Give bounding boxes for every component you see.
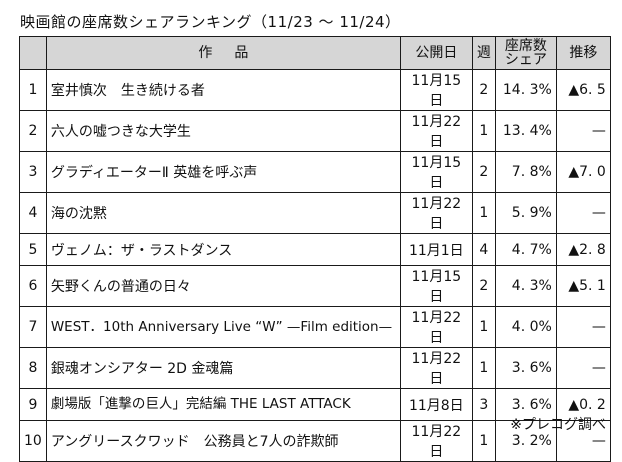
release-cell: 11月22日	[399, 347, 473, 389]
release-cell: 11月1日	[399, 233, 473, 266]
release-cell: 11月22日	[399, 306, 473, 348]
page-title: 映画館の座席数シェアランキング（11/23 ～ 11/24）	[20, 13, 401, 31]
title-cell: アングリースクワッド 公務員と7人の詐欺師	[45, 420, 401, 462]
header-title-label: 作品	[198, 45, 271, 61]
rank-cell: 1	[19, 69, 47, 111]
week-cell: 1	[471, 420, 496, 462]
trend-cell: ▲6. 5	[555, 69, 611, 111]
table-row: 5 ヴェノム：ザ・ラストダンス 11月1日 4 4. 7% ▲2. 8	[19, 233, 611, 266]
table-row: 8 銀魂オンシアター 2D 金魂篇 11月22日 1 3. 6% —	[19, 347, 611, 389]
title-cell: 銀魂オンシアター 2D 金魂篇	[45, 347, 401, 389]
rank-cell: 2	[19, 110, 47, 152]
week-cell: 2	[471, 265, 496, 307]
share-cell: 4. 0%	[494, 306, 557, 348]
title-cell: 室井慎次 生き続ける者	[45, 69, 401, 111]
rank-cell: 7	[19, 306, 47, 348]
trend-cell: —	[555, 110, 611, 152]
title-cell: 劇場版「進撃の巨人」完結編 THE LAST ATTACK	[45, 388, 401, 421]
share-cell: 4. 3%	[494, 265, 557, 307]
header-share-line1: 座席数	[504, 38, 547, 54]
header-row: 作品 公開日 週 座席数 シェア 推移	[19, 36, 611, 70]
rank-cell: 8	[19, 347, 47, 389]
trend-cell: —	[555, 347, 611, 389]
share-cell: 3. 6%	[494, 347, 557, 389]
table-row: 9 劇場版「進撃の巨人」完結編 THE LAST ATTACK 11月8日 3 …	[19, 388, 611, 421]
release-cell: 11月22日	[399, 420, 473, 462]
share-cell: 4. 7%	[494, 233, 557, 266]
header-share: 座席数 シェア	[494, 36, 557, 70]
source-footnote: ※プレコグ調べ	[510, 417, 606, 433]
rank-cell: 9	[19, 388, 47, 421]
week-cell: 1	[471, 347, 496, 389]
rank-cell: 6	[19, 265, 47, 307]
trend-cell: ▲2. 8	[555, 233, 611, 266]
trend-cell: ▲7. 0	[555, 151, 611, 193]
release-cell: 11月15日	[399, 151, 473, 193]
header-share-line2: シェア	[504, 52, 547, 68]
table-row: 1 室井慎次 生き続ける者 11月15日 2 14. 3% ▲6. 5	[19, 69, 611, 111]
week-cell: 1	[471, 192, 496, 234]
share-cell: 7. 8%	[494, 151, 557, 193]
trend-cell: ▲0. 2	[555, 388, 611, 421]
table-row: 4 海の沈黙 11月22日 1 5. 9% —	[19, 192, 611, 234]
title-cell: グラディエーターⅡ 英雄を呼ぶ声	[45, 151, 401, 193]
share-cell: 3. 6%	[494, 388, 557, 421]
rank-cell: 10	[19, 420, 47, 462]
title-cell: 矢野くんの普通の日々	[45, 265, 401, 307]
week-cell: 3	[471, 388, 496, 421]
week-cell: 4	[471, 233, 496, 266]
table-row: 7 WEST．10th Anniversary Live “W” —Film e…	[19, 306, 611, 348]
week-cell: 1	[471, 306, 496, 348]
release-cell: 11月22日	[399, 192, 473, 234]
rank-cell: 3	[19, 151, 47, 193]
release-cell: 11月15日	[399, 69, 473, 111]
week-cell: 2	[471, 151, 496, 193]
share-cell: 13. 4%	[494, 110, 557, 152]
title-cell: WEST．10th Anniversary Live “W” —Film edi…	[45, 306, 401, 348]
trend-cell: —	[555, 306, 611, 348]
release-cell: 11月15日	[399, 265, 473, 307]
trend-cell: —	[555, 192, 611, 234]
header-release: 公開日	[399, 36, 473, 70]
week-cell: 1	[471, 110, 496, 152]
title-cell: 六人の嘘つきな大学生	[45, 110, 401, 152]
title-cell: ヴェノム：ザ・ラストダンス	[45, 233, 401, 266]
header-week: 週	[471, 36, 496, 70]
title-cell: 海の沈黙	[45, 192, 401, 234]
header-trend: 推移	[555, 36, 611, 70]
release-cell: 11月8日	[399, 388, 473, 421]
table-row: 6 矢野くんの普通の日々 11月15日 2 4. 3% ▲5. 1	[19, 265, 611, 307]
table-row: 2 六人の嘘つきな大学生 11月22日 1 13. 4% —	[19, 110, 611, 152]
ranking-table: 作品 公開日 週 座席数 シェア 推移 1 室井慎次 生き続ける者 11月15日 …	[19, 36, 611, 462]
header-title: 作品	[45, 36, 401, 70]
rank-cell: 4	[19, 192, 47, 234]
rank-cell: 5	[19, 233, 47, 266]
header-rank	[19, 36, 47, 70]
release-cell: 11月22日	[399, 110, 473, 152]
trend-cell: ▲5. 1	[555, 265, 611, 307]
share-cell: 5. 9%	[494, 192, 557, 234]
week-cell: 2	[471, 69, 496, 111]
share-cell: 14. 3%	[494, 69, 557, 111]
table-row: 3 グラディエーターⅡ 英雄を呼ぶ声 11月15日 2 7. 8% ▲7. 0	[19, 151, 611, 193]
